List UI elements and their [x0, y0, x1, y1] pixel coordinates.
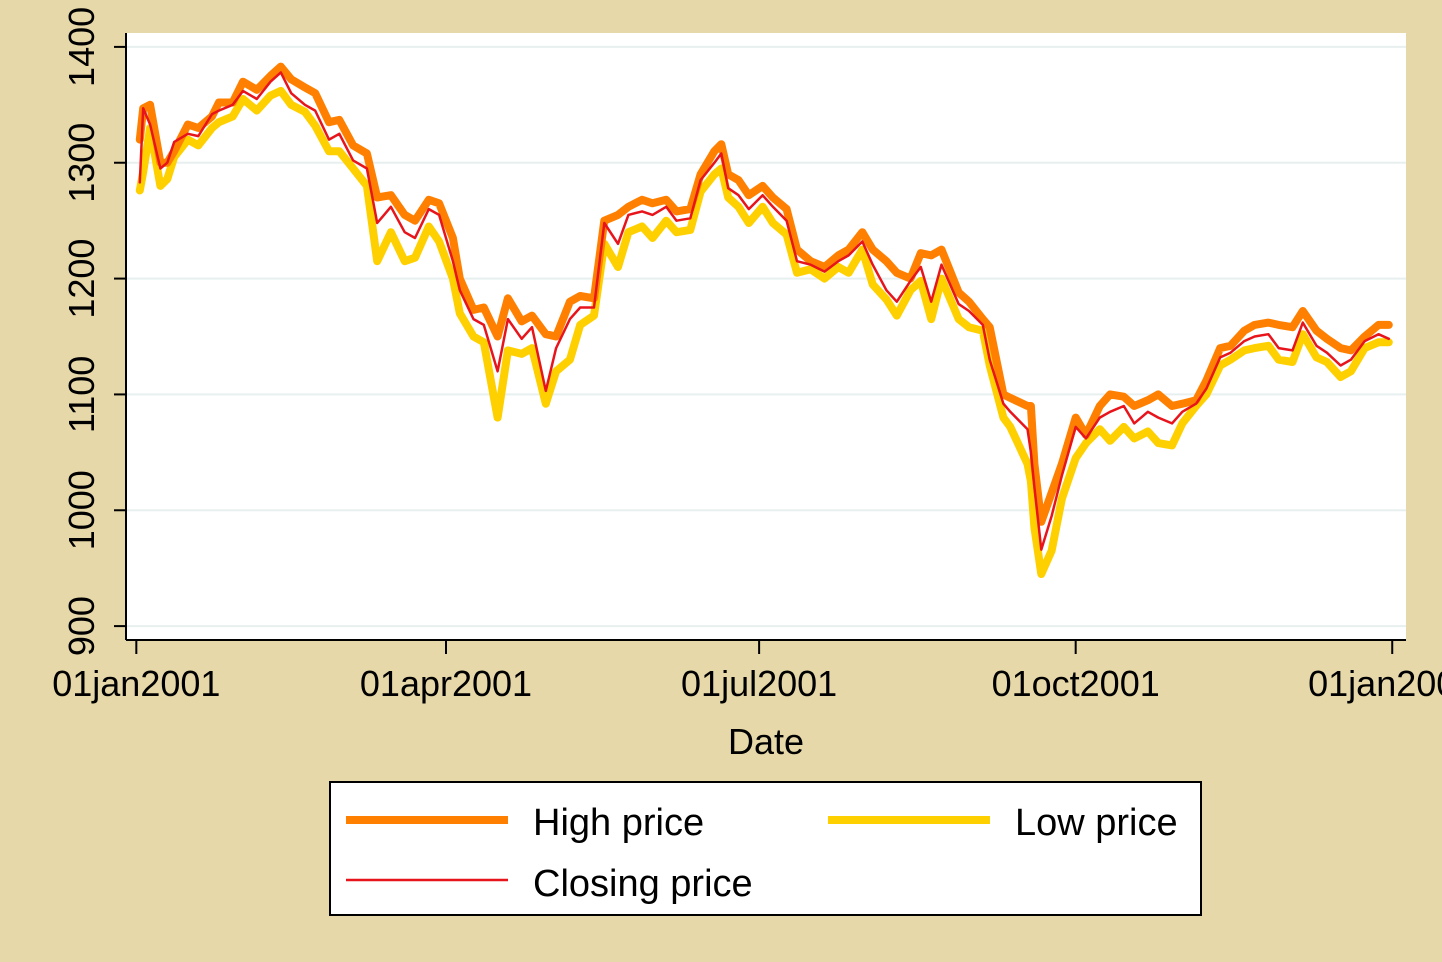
y-tick-label: 1300 — [61, 123, 102, 203]
series-low-price-line — [135, 86, 1393, 578]
y-tick-label: 1200 — [61, 239, 102, 319]
legend: High price Low price Closing price — [329, 781, 1202, 916]
legend-box — [329, 781, 1202, 916]
x-tick-label: 01jan2001 — [52, 663, 220, 704]
axes: 900 1000 1100 1200 1300 1400 01jan2001 01apr200… — [52, 7, 1442, 704]
x-tick-label: 01jan2002 — [1308, 663, 1442, 704]
series-closing-price-line — [138, 71, 1391, 551]
legend-label-closing-price: Closing price — [533, 863, 753, 905]
gridlines — [126, 45, 1406, 628]
x-tick-label: 01oct2001 — [992, 663, 1160, 704]
y-tick-label: 900 — [61, 596, 102, 656]
y-tick-label: 1400 — [61, 7, 102, 87]
x-tick-label: 01apr2001 — [360, 663, 532, 704]
legend-label-high-price: High price — [533, 802, 704, 844]
x-tick-label: 01jul2001 — [681, 663, 837, 704]
series-layer — [135, 62, 1393, 578]
y-tick-label: 1000 — [61, 470, 102, 550]
series-high-price-line — [135, 62, 1393, 526]
legend-label-low-price: Low price — [1015, 802, 1178, 844]
x-axis-title: Date — [728, 721, 804, 762]
y-tick-label: 1100 — [61, 356, 102, 433]
